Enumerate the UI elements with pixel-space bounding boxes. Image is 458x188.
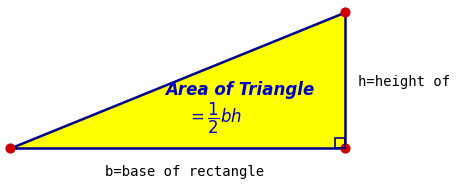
Polygon shape (10, 12, 345, 148)
Point (341, 11, 349, 14)
Point (6, 146, 14, 149)
Text: $=\dfrac{1}{2}bh$: $=\dfrac{1}{2}bh$ (187, 100, 243, 136)
Text: b=base of rectangle: b=base of rectangle (105, 165, 265, 179)
Bar (335, 138, 345, 148)
Text: h=height of rectangle: h=height of rectangle (358, 75, 458, 89)
Point (341, 146, 349, 149)
Text: Area of Triangle: Area of Triangle (165, 81, 315, 99)
